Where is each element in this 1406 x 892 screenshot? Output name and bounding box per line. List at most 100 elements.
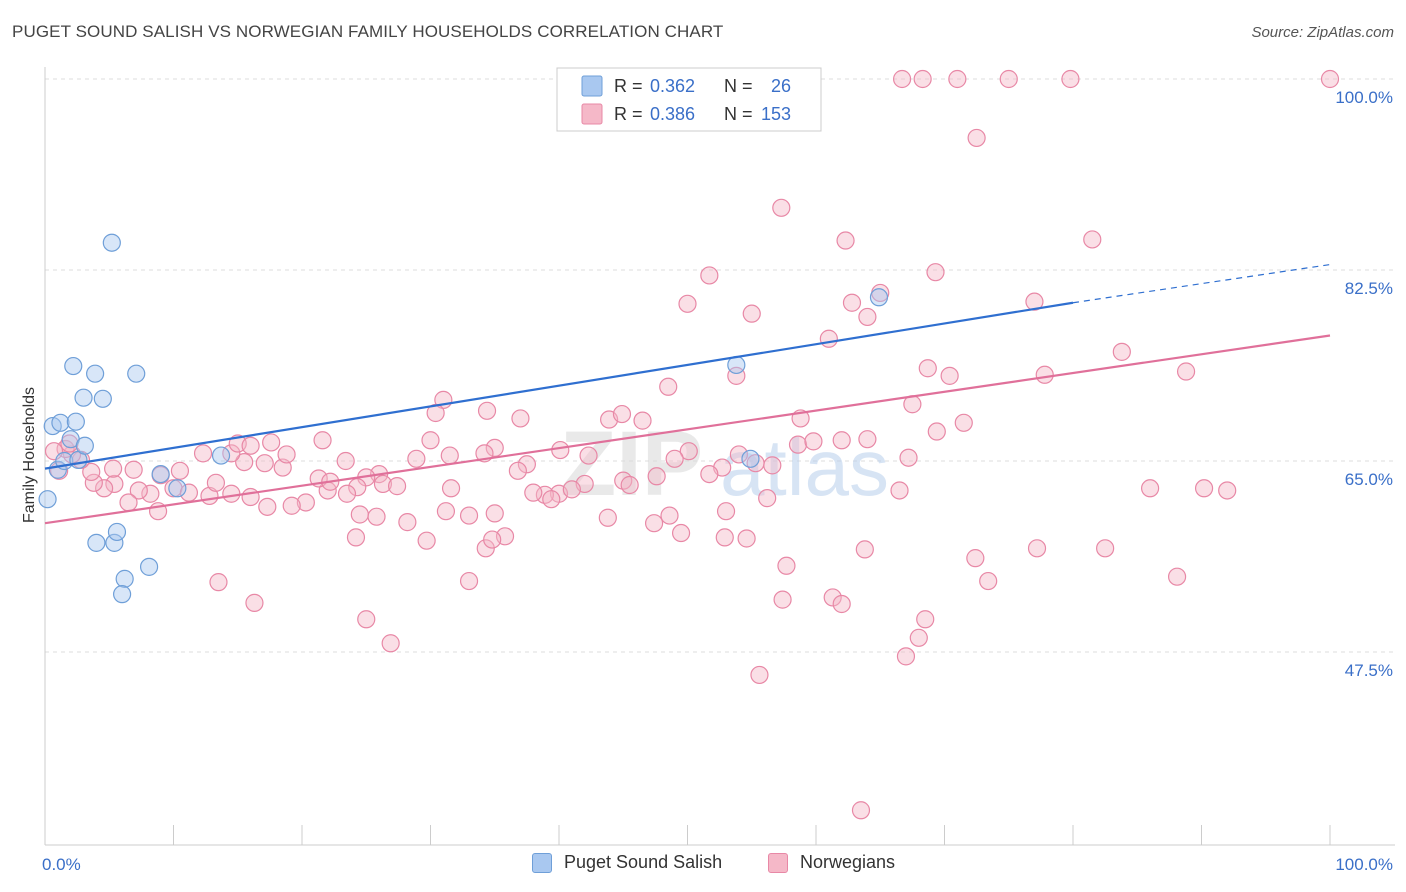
- trend-lines: [44, 263, 1331, 525]
- norwegians-point: [979, 571, 998, 591]
- puget-sound-salish-point: [74, 388, 93, 407]
- y-tick-label: 65.0%: [1345, 470, 1393, 489]
- puget-sound-salish-point: [168, 479, 187, 498]
- norwegians-points: [44, 69, 1340, 820]
- norwegians-point: [336, 451, 355, 471]
- norwegians-point: [296, 493, 315, 512]
- puget-sound-salish-point: [107, 522, 127, 542]
- tick-labels: 47.5% 65.0% 82.5% 100.0% 0.0% 100.0%: [42, 88, 1393, 874]
- norwegians-point: [1176, 362, 1196, 381]
- norwegians-point: [598, 508, 617, 527]
- norwegians-point: [858, 307, 877, 327]
- norwegians-point: [579, 446, 598, 465]
- chart-title: PUGET SOUND SALISH VS NORWEGIAN FAMILY H…: [12, 22, 724, 41]
- norwegians-point: [916, 610, 935, 629]
- legend-swatch-pink: [768, 852, 788, 873]
- norwegians-point: [742, 304, 761, 323]
- norwegians-point: [124, 460, 143, 479]
- puget-sound-salish-point: [869, 288, 889, 307]
- puget-sound-salish-point: [151, 464, 170, 484]
- norwegians-point: [1061, 69, 1080, 89]
- norwegians-point: [727, 366, 746, 385]
- norwegians-point: [95, 479, 114, 498]
- norwegians-point: [337, 484, 357, 503]
- norwegians-point: [407, 449, 426, 468]
- norwegians-point: [671, 523, 691, 543]
- norwegians-point: [855, 540, 874, 559]
- puget-sound-salish-point: [112, 585, 132, 604]
- legend-swatch-blue: [532, 852, 552, 873]
- legend-r-value: 0.386: [650, 104, 695, 124]
- legend-item-norwegians: Norwegians: [768, 852, 895, 873]
- y-tick-label: 100.0%: [1335, 88, 1393, 107]
- x-tick-label: 100.0%: [1335, 855, 1393, 874]
- norwegians-point: [398, 513, 417, 532]
- puget-sound-salish-point: [105, 533, 124, 552]
- legend-r-value: 0.362: [650, 76, 695, 96]
- puget-sound-salish-point: [51, 413, 70, 432]
- norwegians-point: [357, 610, 376, 629]
- norwegians-point: [660, 506, 679, 525]
- legend-n-label: N =: [724, 76, 753, 96]
- norwegians-point: [508, 461, 527, 480]
- norwegians-point: [441, 479, 461, 498]
- norwegians-point: [387, 477, 407, 496]
- norwegians-point: [417, 531, 436, 550]
- norwegians-point: [1194, 479, 1214, 498]
- norwegians-point: [913, 69, 932, 89]
- norwegians-point: [524, 483, 543, 502]
- puget-sound-salish-point: [38, 490, 57, 509]
- puget-sound-salish-point: [75, 436, 94, 455]
- legend-r-label: R =: [614, 104, 643, 124]
- trend-line-puget-sound-salish: [44, 301, 1074, 470]
- norwegians-point: [788, 435, 808, 454]
- norwegians-point: [542, 490, 561, 509]
- norwegians-point: [483, 530, 502, 549]
- norwegians-point: [926, 263, 945, 282]
- norwegians-point: [729, 445, 749, 464]
- norwegians-point: [832, 594, 851, 614]
- legend-top: R = 0.362 N = 26 R = 0.386 N = 153: [556, 67, 822, 132]
- norwegians-point: [909, 628, 928, 647]
- legend-label: Puget Sound Salish: [564, 852, 723, 872]
- legend-n-value: 26: [771, 76, 791, 96]
- norwegians-point: [170, 461, 190, 480]
- norwegians-point: [967, 128, 986, 148]
- norwegians-point: [737, 529, 756, 548]
- norwegians-point: [459, 571, 479, 591]
- norwegians-point: [367, 507, 386, 526]
- norwegians-point: [819, 329, 838, 348]
- norwegians-point: [763, 456, 782, 475]
- axes: [44, 67, 1395, 846]
- norwegians-point: [836, 231, 855, 250]
- norwegians-point: [277, 445, 296, 464]
- watermark: ZIP atlas: [560, 413, 889, 515]
- norwegians-point: [758, 489, 777, 508]
- puget-sound-salish-point: [64, 356, 83, 376]
- legend-swatch-blue: [581, 75, 603, 97]
- norwegians-point: [1140, 479, 1160, 498]
- norwegians-point: [750, 665, 769, 685]
- norwegians-point: [426, 403, 445, 423]
- norwegians-point: [209, 573, 228, 592]
- norwegians-point: [620, 475, 639, 495]
- norwegians-point: [84, 473, 103, 492]
- legend-n-value: 153: [761, 104, 791, 124]
- legend-n-label: N =: [724, 104, 753, 124]
- trend-line-norwegians: [44, 334, 1331, 525]
- norwegians-point: [1112, 342, 1131, 361]
- norwegians-point: [772, 198, 791, 217]
- norwegians-point: [255, 454, 274, 473]
- legend-label: Norwegians: [800, 852, 896, 872]
- norwegians-point: [999, 69, 1018, 89]
- puget-sound-salish-point: [115, 569, 134, 588]
- norwegians-point: [235, 452, 254, 472]
- norwegians-point: [892, 69, 912, 89]
- norwegians-point: [716, 502, 736, 521]
- norwegians-point: [647, 467, 666, 486]
- norwegians-point: [440, 446, 459, 465]
- norwegians-point: [1027, 539, 1047, 558]
- norwegians-point: [477, 401, 497, 420]
- norwegians-point: [82, 462, 101, 482]
